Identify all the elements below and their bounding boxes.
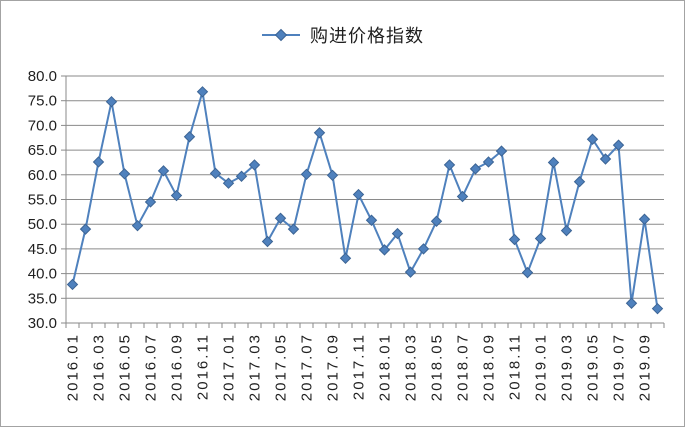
data-point-marker	[209, 167, 222, 180]
data-point-marker	[469, 163, 482, 175]
x-axis-label: 2016.01	[65, 333, 82, 401]
x-axis-label: 2016.03	[91, 333, 108, 401]
y-axis-label: 35.0	[28, 290, 57, 307]
y-axis-label: 80.0	[28, 68, 57, 85]
data-point-marker	[92, 156, 105, 168]
data-point-marker	[274, 212, 287, 224]
data-point-marker	[378, 244, 391, 256]
y-axis-label: 50.0	[28, 216, 57, 233]
data-point-marker	[534, 232, 547, 245]
data-point-marker	[482, 156, 495, 168]
data-point-marker	[365, 214, 378, 226]
data-point-marker	[651, 302, 664, 315]
data-point-marker	[105, 95, 118, 108]
data-point-marker	[222, 177, 235, 189]
data-point-marker	[66, 278, 79, 291]
data-point-marker	[248, 159, 261, 171]
data-point-marker	[391, 227, 404, 240]
data-point-marker	[508, 233, 521, 246]
legend-line-marker-icon	[262, 28, 300, 42]
data-point-marker	[417, 243, 430, 255]
y-axis-label: 70.0	[28, 117, 57, 134]
x-axis-label: 2019.05	[585, 333, 602, 401]
y-axis-label: 30.0	[28, 315, 57, 332]
data-point-marker	[495, 145, 508, 157]
data-point-marker	[352, 188, 365, 201]
x-axis-label: 2016.07	[143, 333, 160, 401]
x-axis-label: 2019.01	[533, 333, 550, 401]
y-axis-label: 55.0	[28, 192, 57, 209]
data-point-marker	[118, 168, 131, 180]
x-axis-label: 2017.01	[221, 333, 238, 401]
data-point-marker	[313, 127, 326, 139]
x-axis-label: 2019.09	[637, 333, 654, 401]
data-point-marker	[326, 169, 339, 182]
y-axis-label: 65.0	[28, 142, 57, 159]
data-point-marker	[443, 159, 456, 171]
x-axis-label: 2018.07	[455, 333, 472, 401]
x-axis-label: 2017.03	[247, 333, 264, 401]
data-point-marker	[521, 266, 534, 279]
x-axis-label: 2016.09	[169, 333, 186, 401]
x-axis-label: 2016.05	[117, 333, 134, 401]
x-axis-label: 2018.05	[429, 333, 446, 401]
data-point-marker	[625, 297, 638, 309]
x-axis-label: 2019.03	[559, 333, 576, 401]
series-line	[71, 90, 659, 309]
y-axis-label: 60.0	[28, 167, 57, 184]
x-axis-label: 2016.11	[195, 333, 212, 400]
data-point-marker	[547, 156, 560, 169]
data-point-marker	[183, 131, 196, 143]
data-point-marker	[131, 219, 144, 232]
legend-series-label: 购进价格指数	[310, 26, 424, 46]
y-axis-label: 40.0	[28, 266, 57, 283]
data-point-marker	[456, 190, 469, 203]
data-point-marker	[586, 133, 599, 145]
data-point-marker	[404, 266, 417, 278]
data-point-marker	[339, 252, 352, 264]
data-point-marker	[599, 153, 612, 165]
y-axis-label: 75.0	[28, 93, 57, 110]
x-axis-label: 2017.07	[299, 333, 316, 401]
data-point-marker	[144, 196, 157, 208]
data-point-marker	[287, 223, 300, 235]
x-axis-label: 2017.09	[325, 333, 342, 401]
data-point-marker	[638, 213, 651, 225]
chart-legend: 购进价格指数	[1, 22, 684, 48]
data-point-marker	[560, 224, 573, 237]
x-axis-label: 2017.11	[351, 333, 368, 400]
x-axis-label: 2018.03	[403, 333, 420, 401]
data-point-marker	[430, 215, 443, 227]
y-axis-label: 45.0	[28, 241, 57, 258]
data-point-marker	[300, 168, 313, 181]
data-point-marker	[79, 223, 92, 235]
data-point-marker	[573, 176, 586, 188]
data-point-marker	[612, 139, 625, 151]
data-point-marker	[157, 165, 170, 177]
data-point-marker	[196, 86, 209, 98]
data-point-marker	[235, 170, 248, 182]
x-axis-label: 2018.11	[507, 333, 524, 400]
data-point-marker	[261, 235, 274, 248]
x-axis-label: 2019.07	[611, 333, 628, 401]
x-axis-label: 2017.05	[273, 333, 290, 401]
x-axis-label: 2018.09	[481, 333, 498, 401]
x-axis-label: 2018.01	[377, 333, 394, 401]
data-point-marker	[170, 189, 183, 202]
